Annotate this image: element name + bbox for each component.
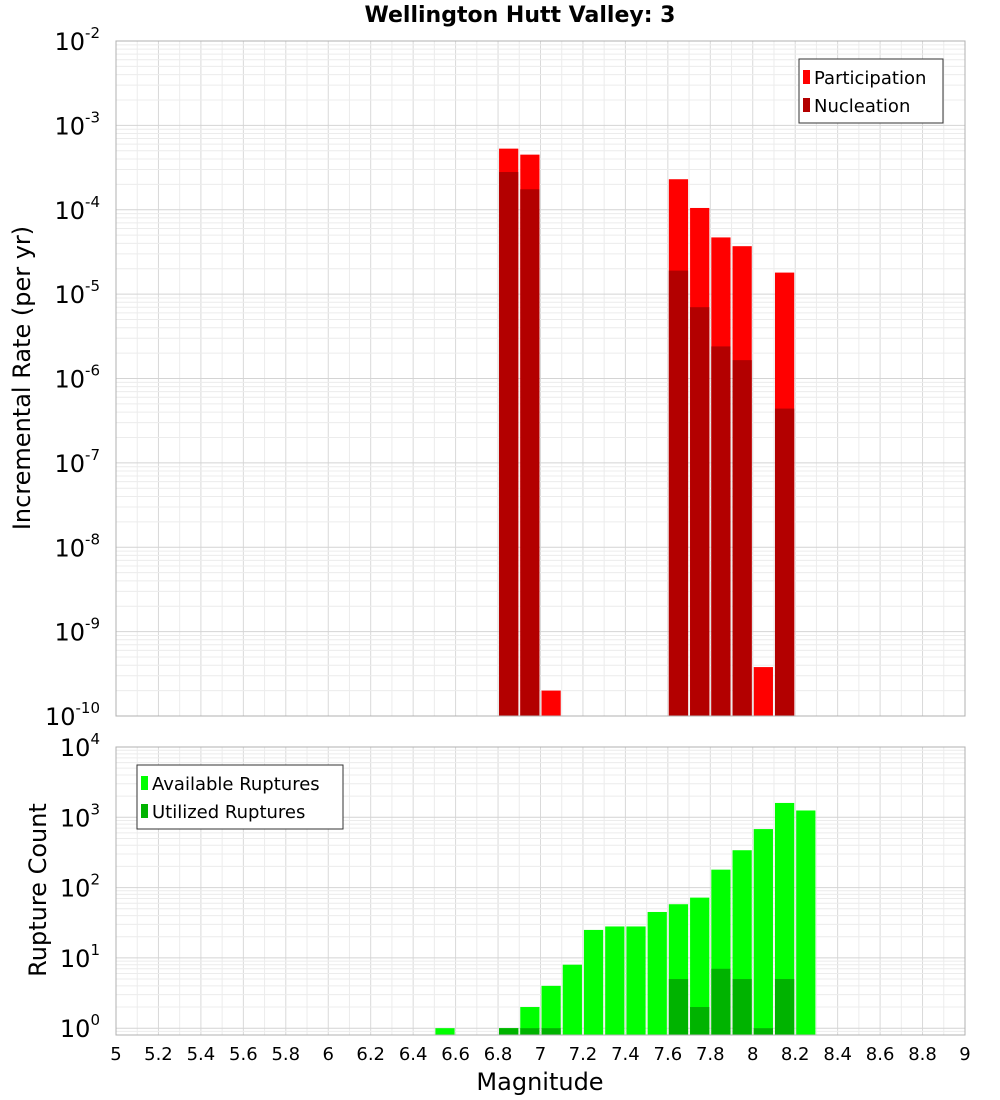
rupture-count-legend-box [136,764,344,830]
rate-bar [732,360,752,716]
rupture-count-bar [647,911,667,1035]
rupture-count-bar [774,979,795,1035]
rate-bar [520,189,540,717]
rupture-count-legend-label: Utilized Ruptures [152,802,305,823]
rupture-count-bar [605,926,625,1035]
x-tick-label: 7.8 [696,1044,725,1065]
rupture-count-bar [520,1007,540,1035]
x-tick-label: 7.4 [611,1044,640,1065]
rupture-count-bar [562,964,582,1035]
rupture-count-y-tick-label: 103 [60,800,100,832]
x-tick-label: 7.6 [654,1044,683,1065]
x-tick-label: 8.8 [908,1044,937,1065]
rupture-count-plot-frame [115,746,966,1036]
rate-y-tick-label: 10-2 [54,24,100,56]
x-tick-label: 6.2 [356,1044,385,1065]
rupture-count-legend-label: Available Ruptures [152,774,320,795]
rupture-count-bar [711,968,731,1035]
rupture-count-bar [668,979,689,1035]
x-tick-label: 6 [323,1044,334,1065]
x-tick-label: 5 [110,1044,121,1065]
rupture-count-bar [753,1028,773,1035]
rupture-count-bar [583,929,604,1035]
rate-y-tick-label: 10-3 [54,108,100,140]
rate-y-tick-label: 10-4 [54,193,100,225]
rate-y-tick-label: 10-7 [54,446,100,478]
x-tick-label: 5.8 [271,1044,300,1065]
rupture-count-bar [690,897,710,1035]
rate-bar [690,307,710,716]
rupture-count-bar [690,1007,710,1035]
rupture-count-bar [499,1028,519,1035]
x-tick-label: 5.2 [144,1044,173,1065]
rupture-count-plot: 100 101 102 103 104 Available Ruptures Utilize… [60,730,971,1065]
x-tick-label: 7 [535,1044,546,1065]
rupture-count-legend-swatch [141,804,148,818]
rate-plot-frame [115,40,966,717]
rupture-count-bar [626,926,646,1035]
magnitude-x-ticks: 5 5.2 5.4 5.6 5.8 6 6.2 6.4 6.6 6.8 7 7.2 7.4 7.6 7.8 8… [110,1044,970,1065]
rate-grid [115,41,966,717]
rate-plot: 10-10 10-9 10-8 10-7 10-6 10-5 10-4 10-3 10-2 Par… [45,24,966,731]
rate-bar [541,690,561,716]
rupture-count-y-tick-label: 101 [60,941,100,973]
rate-bar [753,667,773,716]
rate-bar [668,270,689,716]
rupture-count-legend-swatch [141,776,148,790]
rate-series-nucleation [499,172,795,717]
x-tick-label: 5.6 [229,1044,258,1065]
rupture-count-y-tick-label: 102 [60,871,100,903]
rate-legend-label: Participation [814,68,926,89]
rupture-count-bar [541,985,561,1035]
rate-legend: Participation Nucleation [798,58,944,124]
rate-y-tick-label: 10-5 [54,277,100,309]
rupture-count-bar [774,802,795,1035]
x-tick-label: 8.6 [866,1044,895,1065]
rate-legend-box [798,58,944,124]
x-tick-label: 6.6 [441,1044,470,1065]
rate-bar [711,346,731,716]
x-tick-label: 6.4 [399,1044,428,1065]
rupture-count-y-axis-label: Rupture Count [24,803,52,977]
rupture-count-series-utilized-ruptures [499,968,795,1035]
x-tick-label: 7.2 [569,1044,598,1065]
rupture-count-y-ticks: 100 101 102 103 104 [60,730,100,1043]
rupture-count-bar [520,1028,540,1035]
rupture-count-bar [541,1028,561,1035]
rate-y-tick-label: 10-10 [45,699,100,731]
rate-bar [774,408,795,716]
rate-y-ticks: 10-10 10-9 10-8 10-7 10-6 10-5 10-4 10-3 10-2 [45,24,100,731]
rupture-count-legend: Available Ruptures Utilized Ruptures [136,764,344,830]
rate-legend-swatch [803,70,810,84]
rate-legend-swatch [803,98,810,112]
rupture-count-y-tick-label: 100 [60,1011,100,1043]
rate-bar [499,172,519,716]
x-tick-label: 6.8 [484,1044,513,1065]
x-tick-label: 8.2 [781,1044,810,1065]
rupture-count-bar [732,979,752,1035]
rate-y-axis-label: Incremental Rate (per yr) [8,226,36,530]
rupture-count-series-available-ruptures [435,802,816,1035]
x-tick-label: 8.4 [823,1044,852,1065]
rate-y-tick-label: 10-8 [54,530,100,562]
rate-legend-label: Nucleation [814,96,910,117]
magnitude-x-axis-label: Magnitude [476,1068,603,1096]
rupture-count-y-tick-label: 104 [60,730,100,762]
rate-y-tick-label: 10-6 [54,362,100,394]
x-tick-label: 5.4 [187,1044,216,1065]
rate-y-tick-label: 10-9 [54,615,100,647]
rupture-count-bar [796,810,816,1035]
x-tick-label: 8 [747,1044,758,1065]
rupture-count-bar [435,1028,455,1035]
chart-title: Wellington Hutt Valley: 3 [365,3,676,28]
x-tick-label: 9 [959,1044,970,1065]
rupture-count-bar [753,829,773,1035]
